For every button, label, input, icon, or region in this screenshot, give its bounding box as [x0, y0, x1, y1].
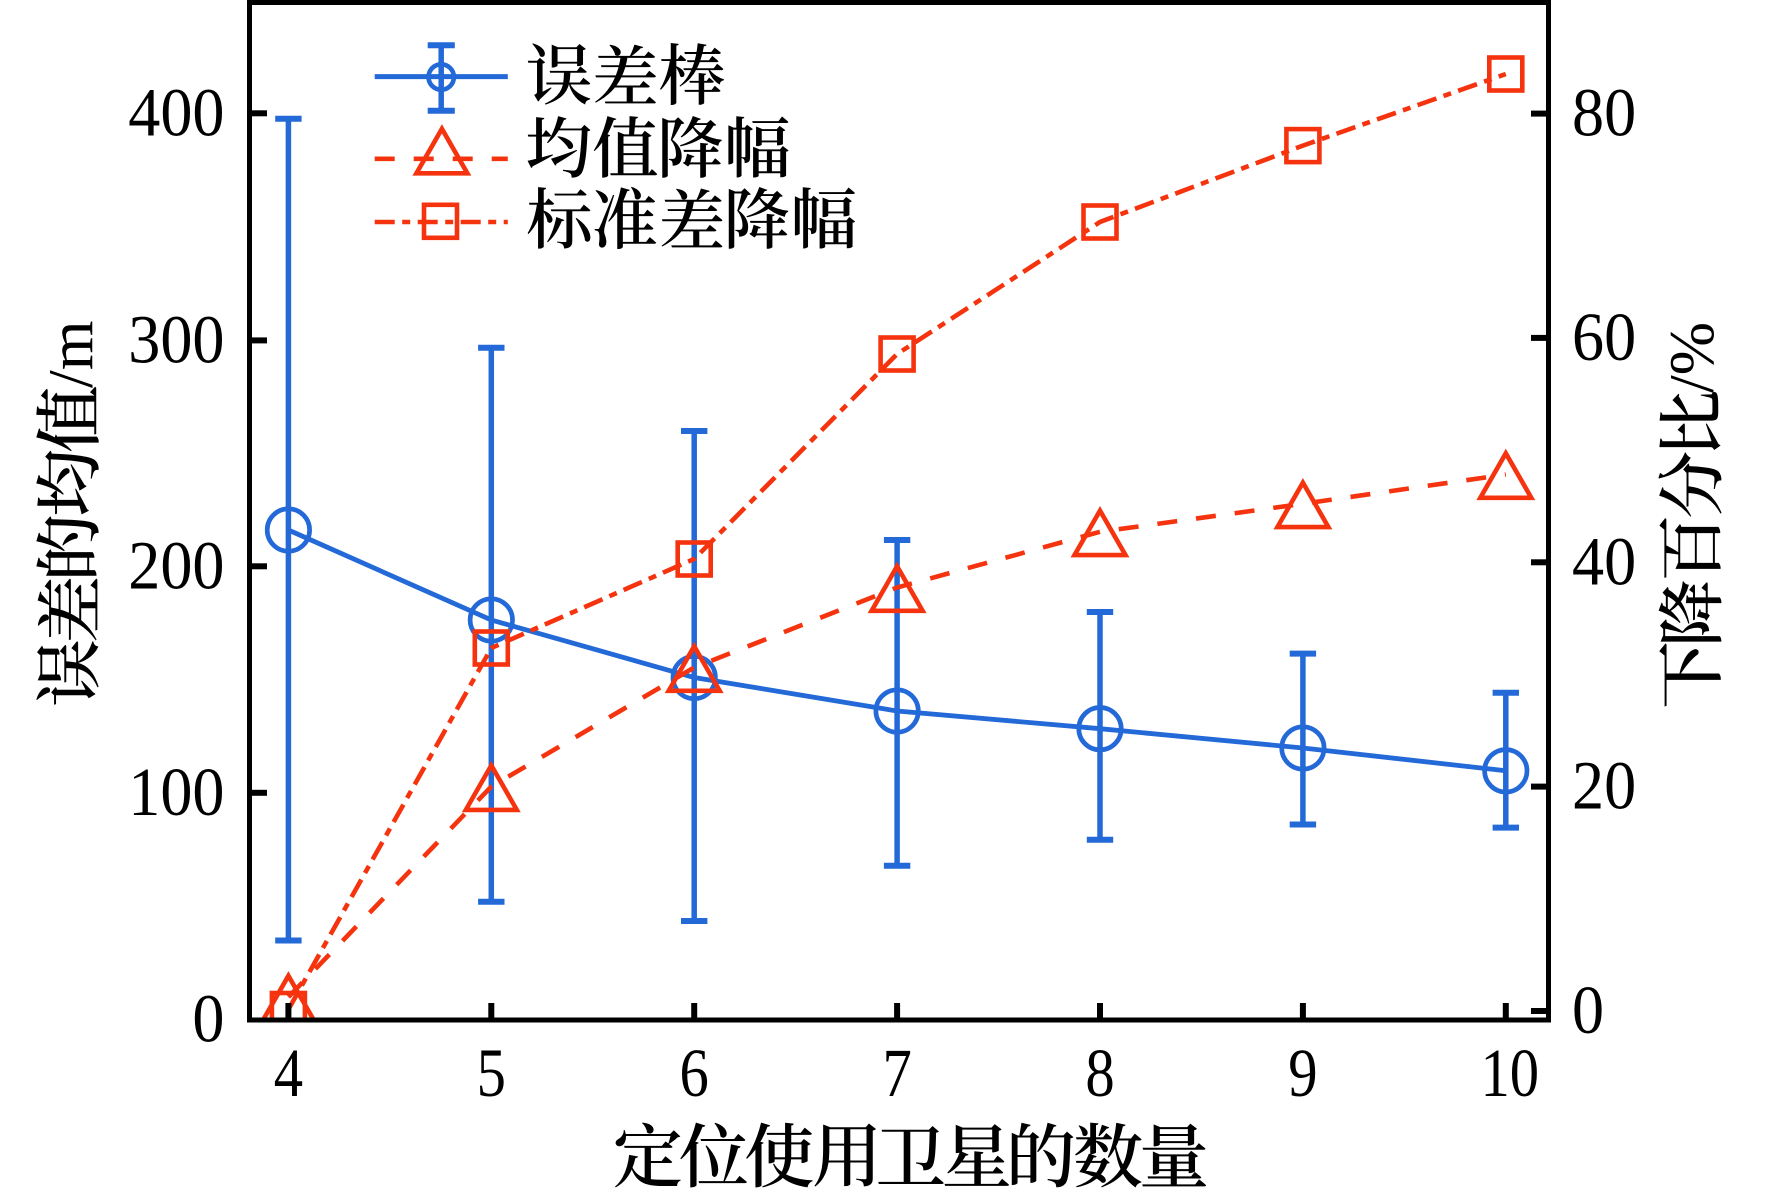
svg-text:10: 10 [1480, 1035, 1539, 1112]
svg-text:80: 80 [1572, 76, 1636, 152]
svg-text:100: 100 [128, 755, 224, 831]
svg-text:7: 7 [882, 1035, 911, 1112]
svg-text:9: 9 [1288, 1035, 1317, 1112]
svg-text:60: 60 [1572, 300, 1636, 376]
svg-text:20: 20 [1572, 749, 1636, 825]
svg-text:5: 5 [477, 1035, 506, 1112]
svg-text:4: 4 [274, 1035, 303, 1112]
svg-text:0: 0 [192, 981, 224, 1057]
svg-text:6: 6 [680, 1035, 709, 1112]
svg-text:/%: /% [1656, 322, 1727, 393]
svg-text:200: 200 [128, 528, 224, 604]
svg-text:8: 8 [1085, 1035, 1114, 1112]
svg-text:400: 400 [128, 75, 224, 151]
svg-text:/m: /m [35, 320, 106, 388]
svg-text:40: 40 [1572, 524, 1636, 600]
svg-text:0: 0 [1572, 973, 1604, 1049]
svg-text:300: 300 [128, 302, 224, 378]
